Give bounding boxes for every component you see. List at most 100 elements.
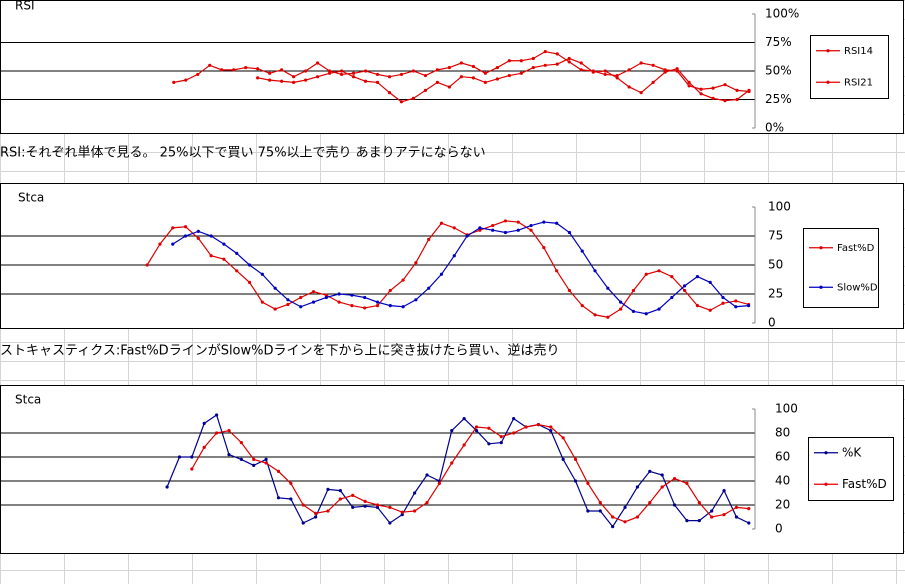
point [315,61,320,65]
point [573,457,578,461]
point [549,429,553,433]
line [166,414,750,528]
point [423,73,428,78]
point [301,521,305,525]
point [747,507,751,511]
point [375,72,380,77]
point [351,75,356,79]
point [603,72,607,77]
point [722,489,726,493]
point [324,295,328,300]
y-tick-label: 100 [768,200,791,214]
point [639,91,643,95]
point [202,421,206,425]
point [670,295,674,300]
point [268,78,272,82]
point [573,479,578,483]
point [663,70,667,74]
point [232,68,236,72]
point [375,505,380,509]
point [644,312,648,316]
point [400,513,404,517]
point [536,423,541,427]
y-tick-label: 20 [775,498,790,512]
point [747,304,751,308]
point [711,86,715,90]
point [519,59,523,63]
point [311,300,316,304]
point [593,269,597,273]
point [586,509,590,513]
point [695,304,700,308]
point [660,473,664,477]
point [338,497,342,501]
point [579,68,583,72]
point [214,431,219,435]
point [615,73,619,78]
legend-label: %K [842,445,862,459]
point [327,69,332,73]
point [747,88,751,92]
note: RSI:それぞれ単体で見る。 25%以下で買い 75%以上で売り あまりアテにな… [0,145,486,161]
point [672,477,677,481]
point [619,307,623,311]
legend-label: RSI14 [844,46,873,57]
y-tick-label: 25 [768,287,783,301]
point [190,455,194,459]
point [260,272,264,276]
point [414,298,418,302]
point [375,304,380,308]
point [695,275,700,279]
point [435,80,440,84]
point [648,469,652,473]
point [627,68,631,72]
point [499,435,503,439]
point [507,59,511,63]
point [252,463,256,467]
point [413,509,417,513]
point [363,504,367,508]
point [606,286,610,290]
y-tick-label: 25% [765,92,792,106]
point [196,229,200,233]
point [400,510,404,514]
line [191,423,749,523]
point [478,226,482,230]
point [611,515,615,519]
point [459,61,463,65]
point [685,519,689,523]
point [561,436,565,440]
point [326,487,330,491]
legend-marker [819,246,823,250]
point [411,69,416,73]
point [273,286,277,290]
y-tick-label: 0 [768,316,776,330]
point [425,473,429,477]
point [543,63,547,67]
point [183,234,188,238]
legend-label: RSI21 [844,77,873,88]
point [401,278,405,282]
line [146,220,749,318]
point [710,515,714,519]
point [687,80,691,84]
point [303,69,308,73]
point [299,295,303,300]
point [447,65,452,70]
point [202,445,206,449]
point [388,304,392,308]
legend-marker [824,451,828,455]
point [220,68,224,72]
point [644,272,648,276]
point [292,80,296,84]
point [672,503,677,507]
point [561,457,565,461]
y-tick-label: 60 [775,450,790,464]
point [459,75,463,79]
point [311,290,316,294]
chart-title: Stca [18,191,44,205]
point [439,221,444,225]
point [227,453,231,457]
point [177,455,182,459]
